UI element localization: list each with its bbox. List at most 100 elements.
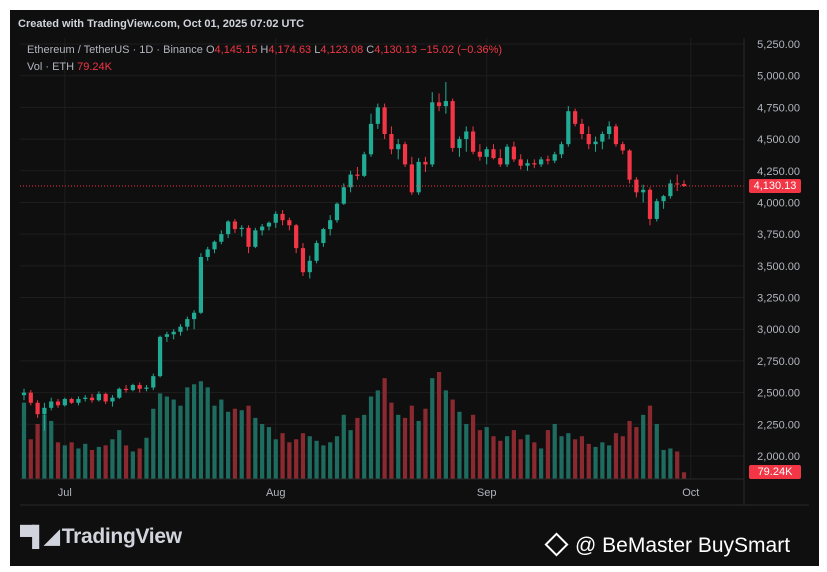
candle-body	[355, 174, 360, 176]
candle-body	[525, 163, 530, 166]
volume-bar	[49, 420, 54, 479]
candle-body	[647, 189, 653, 219]
x-tick-label: Oct	[682, 487, 699, 499]
volume-bar	[450, 399, 455, 479]
candle-body	[103, 393, 108, 402]
tradingview-logo[interactable]: ▀▌◢ TradingView	[20, 524, 182, 549]
low-value: 4,123.08	[320, 44, 364, 56]
volume-bar	[69, 442, 74, 479]
candle-body	[627, 150, 632, 180]
candle-body	[348, 174, 353, 188]
y-tick-label: 3,500.00	[757, 261, 800, 273]
candle-body	[681, 184, 687, 186]
volume-bar	[423, 408, 428, 479]
volume-bar	[341, 414, 346, 479]
volume-bar	[314, 440, 319, 479]
candle-body	[287, 220, 292, 226]
volume-bar	[62, 445, 67, 479]
volume-bar	[171, 399, 176, 479]
binance-diamond-icon	[544, 532, 569, 557]
candle-body	[436, 102, 442, 107]
volume-bar	[545, 430, 551, 479]
change-value: −15.02 (−0.36%)	[420, 44, 503, 56]
y-tick-label: 2,250.00	[757, 419, 800, 431]
candle-body	[470, 131, 476, 152]
volume-bar	[396, 414, 401, 479]
candle-body	[300, 248, 306, 273]
volume-bar	[151, 408, 156, 479]
volume-bar	[130, 451, 135, 479]
candle-body	[185, 319, 190, 327]
candle-body	[641, 189, 646, 193]
candle-body	[35, 402, 40, 415]
candle-body	[443, 101, 448, 107]
volume-bar	[368, 396, 374, 479]
y-tick-label: 5,250.00	[757, 39, 800, 51]
volume-label[interactable]: Vol · ETH	[27, 61, 75, 73]
volume-bar	[123, 445, 129, 479]
candle-body	[266, 222, 272, 227]
candle-body	[151, 376, 156, 388]
candle-body	[573, 111, 578, 124]
candle-body	[484, 149, 489, 157]
symbol-label[interactable]: Ethereum / TetherUS · 1D · Binance	[27, 44, 203, 56]
binance-watermark: @ BeMaster BuySmart	[544, 532, 791, 558]
candle-body	[130, 385, 135, 391]
volume-bar	[464, 424, 469, 479]
candle-body	[396, 144, 401, 150]
volume-bar	[559, 436, 564, 479]
candle-body	[246, 227, 251, 247]
volume-bar	[226, 411, 231, 479]
volume-bar	[137, 448, 142, 479]
volume-bar	[83, 443, 88, 479]
volume-bar	[287, 442, 292, 479]
volume-bar	[430, 378, 435, 479]
volume-bar	[470, 414, 476, 479]
candle-body	[675, 183, 680, 185]
volume-bar	[157, 393, 163, 479]
candle-body	[89, 397, 95, 401]
candle-body	[600, 134, 605, 142]
volume-bar	[681, 472, 687, 479]
volume-bar	[525, 434, 530, 479]
candle-body	[260, 226, 265, 231]
candle-body	[144, 387, 149, 389]
last-price-tag: 4,130.13	[749, 179, 801, 193]
volume-bar	[661, 449, 666, 479]
candle-body	[280, 213, 285, 221]
open-label: O	[205, 44, 215, 56]
volume-bar	[573, 439, 578, 479]
y-tick-label: 4,250.00	[757, 166, 800, 178]
candle-body	[430, 102, 435, 165]
watermark-text: @ BeMaster BuySmart	[575, 534, 791, 557]
candle-body	[42, 407, 47, 415]
grid-lines	[20, 38, 744, 479]
volume-bars	[21, 372, 687, 479]
high-label: H	[260, 44, 269, 56]
candle-body	[375, 107, 380, 124]
volume-bar	[76, 448, 81, 479]
candle-body	[661, 196, 666, 202]
volume-bar	[178, 405, 183, 479]
candle-body	[620, 144, 625, 151]
volume-bar	[607, 445, 612, 479]
volume-bar	[579, 436, 585, 479]
candle-body	[532, 163, 537, 165]
volume-bar	[457, 411, 462, 479]
candles	[21, 82, 687, 431]
volume-bar	[110, 439, 115, 479]
candle-body	[21, 392, 27, 396]
volume-bar	[205, 387, 210, 479]
candle-body	[389, 134, 394, 150]
candle-body	[511, 146, 517, 160]
volume-bar	[382, 378, 387, 479]
candle-body	[504, 146, 510, 165]
x-axis: Jul Aug Sep Oct	[58, 487, 700, 499]
volume-bar	[294, 439, 299, 479]
y-tick-label: 2,750.00	[757, 356, 800, 368]
candle-body	[423, 161, 428, 165]
low-label: L	[314, 44, 321, 56]
volume-bar	[355, 417, 360, 479]
volume-bar	[260, 424, 265, 479]
